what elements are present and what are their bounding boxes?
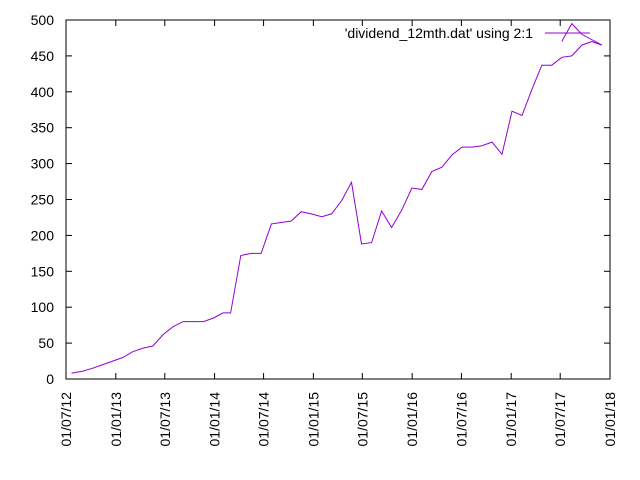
y-tick-label: 0: [46, 371, 54, 387]
x-tick-label: 01/07/12: [58, 392, 74, 447]
y-tick-label: 350: [31, 120, 55, 136]
legend-label: 'dividend_12mth.dat' using 2:1: [345, 25, 533, 41]
x-tick-label: 01/01/15: [305, 392, 321, 447]
y-tick-label: 400: [31, 84, 55, 100]
y-tick-label: 300: [31, 156, 55, 172]
y-tick-label: 250: [31, 192, 55, 208]
x-tick-label: 01/01/18: [602, 392, 618, 447]
y-tick-label: 50: [38, 335, 54, 351]
x-tick-label: 01/07/17: [552, 392, 568, 447]
series-line: [71, 22, 603, 374]
x-tick-label: 01/07/15: [354, 392, 370, 447]
y-tick-label: 500: [31, 12, 55, 28]
x-tick-label: 01/07/16: [453, 392, 469, 447]
y-tick-label: 200: [31, 227, 55, 243]
x-tick-label: 01/01/16: [404, 392, 420, 447]
y-tick-label: 450: [31, 48, 55, 64]
axes: [65, 19, 611, 380]
x-tick-label: 01/01/13: [108, 392, 124, 447]
x-tick-label: 01/07/14: [256, 392, 272, 447]
x-tick-label: 01/01/17: [503, 392, 519, 447]
x-tick-label: 01/07/13: [157, 392, 173, 447]
y-tick-label: 150: [31, 263, 55, 279]
y-tick-label: 100: [31, 299, 55, 315]
series: [71, 22, 603, 374]
legend: 'dividend_12mth.dat' using 2:1: [345, 25, 590, 41]
plot-frame: [65, 19, 611, 380]
ticks: 0 50 100 150 200 250 300 350 400 450 500 01/07/12 01…: [31, 12, 618, 447]
x-tick-label: 01/01/14: [207, 392, 223, 447]
